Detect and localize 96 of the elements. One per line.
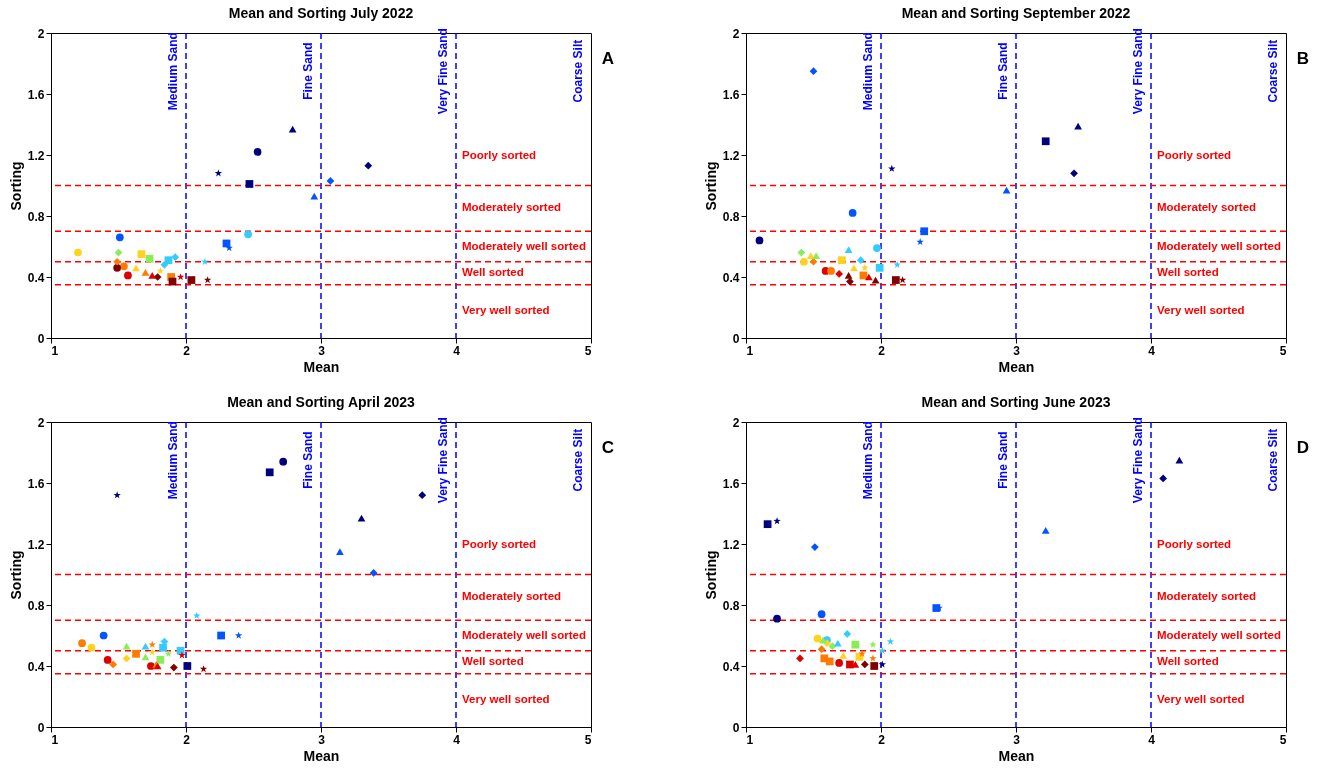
annotation: Coarse Silt	[1266, 39, 1280, 103]
y-tick-label: 0.4	[27, 270, 45, 285]
x-tick-label: 3	[1013, 732, 1021, 747]
annotation: Well sorted	[1157, 266, 1219, 279]
y-axis-title: Sorting	[7, 161, 24, 211]
annotation: Moderately sorted	[462, 590, 562, 603]
y-tick-label: 0.8	[722, 209, 740, 224]
x-tick-label: 4	[1148, 343, 1156, 358]
x-tick-label: 3	[1013, 343, 1021, 358]
annotation: Coarse Silt	[571, 428, 585, 492]
annotation: Moderately well sorted	[1157, 239, 1281, 252]
x-tick-label: 2	[878, 732, 886, 747]
ref-line-label: Very Fine Sand	[436, 417, 450, 504]
ref-line-label: Very Fine Sand	[1131, 417, 1145, 504]
annotation: Poorly sorted	[1157, 148, 1232, 161]
annotation: Moderately sorted	[1157, 590, 1257, 603]
annotation: Coarse Silt	[1266, 428, 1280, 492]
x-tick-label: 1	[51, 343, 59, 358]
y-axis-title: Sorting	[702, 161, 719, 211]
ref-line-label: Medium Sand	[861, 32, 875, 111]
y-tick-label: 0.8	[27, 598, 45, 613]
x-tick-label: 1	[51, 732, 59, 747]
ref-line-label: Very Fine Sand	[436, 28, 450, 115]
text: C	[601, 438, 615, 457]
annotation: Well sorted	[1157, 655, 1219, 668]
y-tick-label: 1.2	[722, 537, 740, 552]
text: A	[601, 49, 615, 68]
x-tick-label: 3	[318, 732, 326, 747]
x-tick-label: 5	[584, 732, 592, 747]
annotation: Very well sorted	[1157, 692, 1245, 705]
y-tick-label: 1.6	[722, 87, 740, 102]
x-tick-label: 2	[183, 343, 191, 358]
y-tick-label: 2	[732, 415, 740, 430]
annotation: Coarse Silt	[571, 39, 585, 103]
x-axis-title: Mean	[303, 747, 340, 764]
annotation: Moderately sorted	[1157, 201, 1257, 214]
ref-line-label: Fine Sand	[996, 431, 1010, 489]
y-tick-label: 2	[37, 415, 45, 430]
annotation: Moderately well sorted	[462, 628, 586, 641]
x-tick-label: 5	[584, 343, 592, 358]
x-tick-label: 4	[1148, 732, 1156, 747]
x-tick-label: 4	[453, 343, 461, 358]
ref-line-label: Medium Sand	[861, 421, 875, 500]
ref-line-label: Fine Sand	[301, 431, 315, 489]
x-tick-label: 5	[1279, 732, 1287, 747]
y-tick-label: 1.6	[27, 87, 45, 102]
x-tick-label: 5	[1279, 343, 1287, 358]
annotation: Poorly sorted	[462, 148, 537, 161]
y-tick-label: 1.6	[27, 476, 45, 491]
y-tick-label: 2	[732, 26, 740, 41]
ref-line-label: Fine Sand	[301, 42, 315, 100]
annotation: Well sorted	[462, 655, 524, 668]
annotation: Well sorted	[462, 266, 524, 279]
annotation: Poorly sorted	[462, 537, 537, 550]
x-tick-label: 4	[453, 732, 461, 747]
text: B	[1296, 49, 1310, 68]
annotation: Poorly sorted	[1157, 537, 1232, 550]
y-tick-label: 0	[37, 720, 45, 735]
y-tick-label: 1.2	[27, 148, 45, 163]
y-tick-label: 0.4	[27, 659, 45, 674]
y-tick-label: 0.4	[722, 270, 740, 285]
x-axis-title: Mean	[998, 358, 1035, 375]
ref-line-label: Fine Sand	[996, 42, 1010, 100]
y-tick-label: 0	[732, 720, 740, 735]
x-tick-label: 2	[183, 732, 191, 747]
y-tick-label: 1.2	[722, 148, 740, 163]
y-tick-label: 1.2	[27, 537, 45, 552]
annotation: Very well sorted	[462, 303, 550, 316]
chart-title: Mean and Sorting July 2022	[228, 5, 414, 21]
annotation: Very well sorted	[462, 692, 550, 705]
annotation: Moderately sorted	[462, 201, 562, 214]
annotation: Moderately well sorted	[462, 239, 586, 252]
annotation: Moderately well sorted	[1157, 628, 1281, 641]
y-tick-label: 0	[732, 331, 740, 346]
x-tick-label: 1	[746, 732, 754, 747]
chart-title: Mean and Sorting June 2023	[921, 394, 1111, 410]
ref-line-label: Medium Sand	[166, 421, 180, 500]
chart-title: Mean and Sorting September 2022	[901, 5, 1131, 21]
y-axis-title: Sorting	[7, 550, 24, 600]
ref-line-label: Very Fine Sand	[1131, 28, 1145, 115]
y-tick-label: 0.8	[722, 598, 740, 613]
chart-title: Mean and Sorting April 2023	[227, 394, 416, 410]
y-tick-label: 2	[37, 26, 45, 41]
text: D	[1296, 438, 1310, 457]
x-axis-title: Mean	[998, 747, 1035, 764]
y-axis-title: Sorting	[702, 550, 719, 600]
x-tick-label: 2	[878, 343, 886, 358]
x-axis-title: Mean	[303, 358, 340, 375]
y-tick-label: 1.6	[722, 476, 740, 491]
ref-line-label: Medium Sand	[166, 32, 180, 111]
x-tick-label: 3	[318, 343, 326, 358]
y-tick-label: 0.8	[27, 209, 45, 224]
x-tick-label: 1	[746, 343, 754, 358]
y-tick-label: 0.4	[722, 659, 740, 674]
annotation: Very well sorted	[1157, 303, 1245, 316]
y-tick-label: 0	[37, 331, 45, 346]
